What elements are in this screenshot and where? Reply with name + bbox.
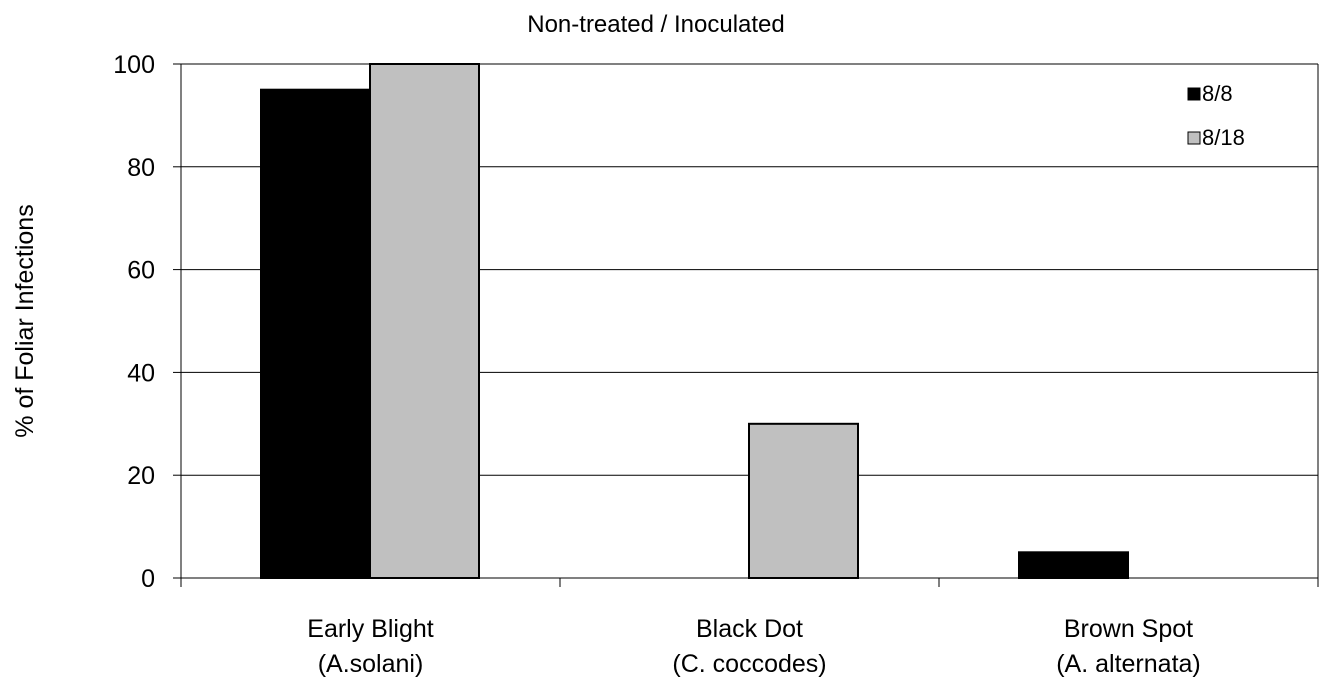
legend-label-1: 8/18 (1202, 125, 1245, 150)
bar-8-18-1 (749, 424, 858, 578)
chart-title: Non-treated / Inoculated (527, 11, 785, 38)
legend-swatch-1 (1188, 132, 1200, 144)
legend-swatch-0 (1188, 88, 1200, 100)
legend-label-0: 8/8 (1202, 81, 1233, 106)
bar-8-8-2 (1019, 552, 1128, 578)
y-tick-label-0: 0 (141, 565, 155, 593)
x-tick-label-2-1: (A. alternata) (1056, 650, 1201, 678)
legend: 8/8 8/18 (1188, 81, 1245, 150)
y-tick-label-60: 60 (127, 257, 155, 285)
y-tick-label-40: 40 (127, 359, 155, 387)
x-tick-label-1-0: Black Dot (696, 615, 803, 643)
bar-8-8-0 (261, 90, 370, 578)
bars (261, 64, 1128, 578)
y-tick-label-20: 20 (127, 462, 155, 490)
y-tick-label-80: 80 (127, 154, 155, 182)
y-tick-label-100: 100 (113, 51, 155, 79)
x-tick-label-1-1: (C. coccodes) (672, 650, 826, 678)
x-tick-label-0-0: Early Blight (307, 615, 433, 643)
x-tick-label-2-0: Brown Spot (1064, 615, 1193, 643)
y-axis-label: % of Foliar Infections (11, 204, 39, 437)
bar-8-18-0 (370, 64, 479, 578)
x-tick-label-0-1: (A.solani) (318, 650, 424, 678)
